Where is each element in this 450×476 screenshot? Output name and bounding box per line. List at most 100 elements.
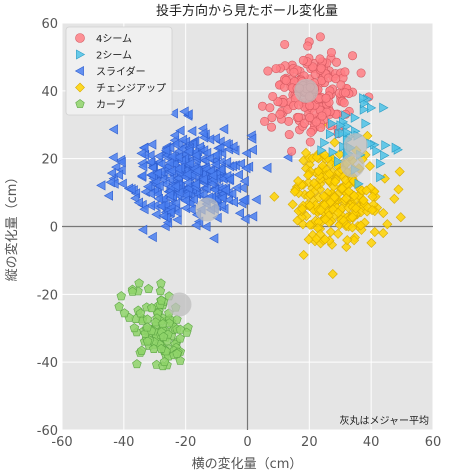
data-point bbox=[328, 204, 339, 215]
data-point bbox=[341, 193, 352, 204]
data-point bbox=[182, 177, 192, 188]
data-point bbox=[317, 145, 327, 156]
data-point bbox=[269, 191, 280, 202]
data-point bbox=[234, 208, 244, 219]
data-point bbox=[275, 109, 285, 119]
data-point bbox=[146, 169, 156, 180]
x-tick-label: 40 bbox=[363, 435, 380, 450]
league-average-marker bbox=[167, 292, 192, 317]
data-point bbox=[311, 117, 321, 127]
data-point bbox=[349, 235, 360, 246]
data-point bbox=[395, 212, 406, 223]
data-point bbox=[108, 124, 118, 135]
data-point bbox=[366, 102, 377, 114]
data-point bbox=[320, 137, 330, 148]
data-point bbox=[350, 203, 362, 214]
data-point bbox=[170, 198, 181, 209]
data-point bbox=[191, 220, 201, 231]
data-point bbox=[169, 130, 180, 141]
data-point bbox=[147, 162, 157, 173]
data-point bbox=[138, 161, 148, 172]
data-point bbox=[289, 67, 299, 77]
legend-label: カーブ bbox=[96, 98, 125, 111]
y-tick-label: 40 bbox=[41, 85, 58, 100]
data-point bbox=[359, 93, 369, 104]
data-point bbox=[376, 158, 386, 169]
data-point bbox=[394, 166, 405, 177]
data-point bbox=[350, 112, 360, 123]
data-point bbox=[292, 215, 303, 226]
data-point bbox=[330, 176, 341, 187]
data-point bbox=[156, 158, 166, 170]
data-point bbox=[257, 101, 267, 111]
data-point bbox=[247, 211, 258, 222]
x-tick-label: 20 bbox=[301, 435, 318, 450]
data-point bbox=[369, 226, 380, 238]
legend-label: スライダー bbox=[96, 65, 146, 78]
data-point bbox=[340, 88, 350, 98]
x-tick-label: -40 bbox=[113, 435, 134, 450]
data-point bbox=[265, 103, 275, 113]
data-point bbox=[349, 190, 360, 201]
y-tick-label: -20 bbox=[37, 288, 58, 303]
data-point bbox=[142, 181, 153, 192]
data-point bbox=[327, 268, 338, 280]
data-point bbox=[117, 178, 127, 189]
data-point bbox=[105, 177, 115, 188]
data-point bbox=[362, 202, 373, 213]
data-point bbox=[305, 189, 316, 200]
data-point bbox=[184, 158, 195, 169]
league-average-marker bbox=[294, 78, 319, 103]
data-point bbox=[313, 166, 324, 177]
data-point bbox=[267, 122, 277, 132]
data-point bbox=[355, 220, 366, 231]
data-point bbox=[329, 192, 340, 203]
data-point bbox=[164, 174, 175, 185]
data-point bbox=[142, 336, 153, 346]
x-tick-label: 60 bbox=[425, 435, 442, 450]
data-point bbox=[308, 177, 320, 189]
data-point bbox=[356, 68, 366, 78]
x-axis-title: 横の変化量（cm） bbox=[192, 456, 303, 472]
data-point bbox=[297, 203, 308, 214]
data-point bbox=[231, 182, 242, 194]
y-tick-label: 60 bbox=[41, 17, 58, 32]
data-point bbox=[114, 301, 124, 311]
data-point bbox=[284, 130, 294, 140]
data-point bbox=[209, 233, 219, 244]
y-tick-label: 20 bbox=[41, 153, 58, 168]
data-point bbox=[183, 146, 193, 157]
y-axis-title: 縦の変化量（cm） bbox=[4, 171, 20, 282]
data-point bbox=[154, 180, 164, 192]
data-point bbox=[303, 41, 313, 51]
league-average-marker bbox=[343, 133, 368, 158]
data-point bbox=[145, 156, 155, 168]
data-point bbox=[235, 158, 245, 170]
data-point bbox=[260, 116, 270, 126]
data-point bbox=[147, 139, 157, 150]
data-point bbox=[315, 54, 325, 64]
data-point bbox=[172, 207, 182, 218]
y-axis-ticks: -60 -40 -20 0 20 40 60 bbox=[37, 17, 58, 439]
data-point bbox=[227, 160, 237, 172]
data-point bbox=[170, 180, 180, 192]
data-point bbox=[378, 208, 389, 219]
data-point bbox=[329, 137, 340, 148]
data-point bbox=[306, 127, 316, 137]
data-point bbox=[158, 210, 168, 221]
data-point bbox=[166, 151, 177, 162]
data-point bbox=[378, 228, 389, 239]
data-point bbox=[294, 112, 304, 122]
data-point bbox=[359, 217, 370, 228]
data-point bbox=[134, 278, 144, 288]
data-point bbox=[341, 241, 352, 253]
y-tick-label: -60 bbox=[37, 424, 58, 439]
data-point bbox=[172, 163, 183, 175]
data-point bbox=[106, 167, 117, 179]
data-point bbox=[152, 167, 162, 179]
data-point bbox=[241, 148, 251, 159]
legend-marker bbox=[75, 99, 85, 108]
data-point bbox=[136, 345, 147, 355]
x-tick-label: -60 bbox=[51, 435, 72, 450]
